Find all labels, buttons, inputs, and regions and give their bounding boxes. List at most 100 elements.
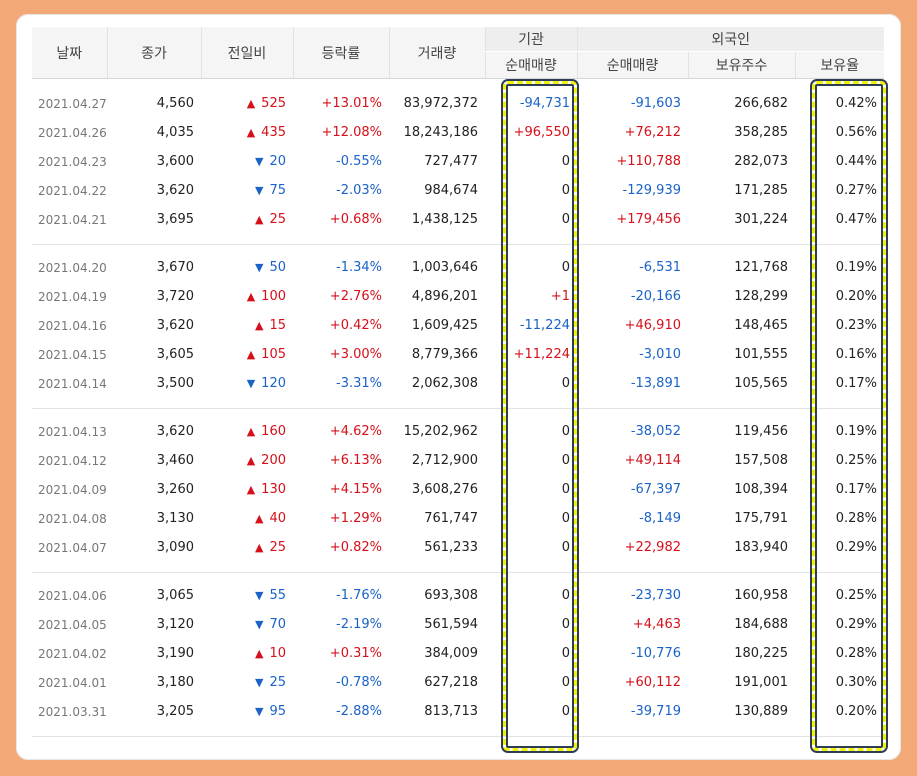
header-volume[interactable]: 거래량 bbox=[388, 27, 485, 79]
institution-net-cell: 0 bbox=[561, 453, 570, 468]
close-cell: 4,035 bbox=[156, 125, 194, 140]
rate-cell: -2.88% bbox=[336, 704, 382, 719]
foreign-net-cell: -39,719 bbox=[630, 704, 681, 719]
rate-cell: -0.78% bbox=[336, 675, 382, 690]
institution-net-cell: +11,224 bbox=[513, 347, 570, 362]
table-row: 2021.04.16 3,620 ▲ 15 +0.42% 1,609,425 -11,224… bbox=[32, 311, 884, 340]
row-spacer bbox=[32, 726, 884, 737]
close-cell: 3,695 bbox=[156, 212, 194, 227]
close-cell: 3,190 bbox=[156, 646, 194, 661]
change-value: 130 bbox=[261, 482, 286, 497]
close-cell: 3,260 bbox=[156, 482, 194, 497]
rate-cell: +2.76% bbox=[329, 289, 382, 304]
foreign-holdings-cell: 157,508 bbox=[734, 453, 788, 468]
foreign-holdings-cell: 282,073 bbox=[734, 154, 788, 169]
change-value: 435 bbox=[261, 125, 286, 140]
change-cell: ▲ 105 bbox=[201, 340, 293, 369]
spacer-cell bbox=[32, 409, 884, 418]
volume-cell: 15,202,962 bbox=[403, 424, 478, 439]
foreign-ratio-cell: 0.27% bbox=[835, 183, 877, 198]
header-date[interactable]: 날짜 bbox=[32, 27, 107, 79]
foreign-holdings-cell: 183,940 bbox=[734, 540, 788, 555]
foreign-ratio-cell: 0.19% bbox=[835, 260, 877, 275]
close-cell: 4,560 bbox=[156, 96, 194, 111]
foreign-net-cell: -38,052 bbox=[630, 424, 681, 439]
header-change[interactable]: 전일비 bbox=[200, 27, 293, 79]
change-value: 120 bbox=[261, 376, 286, 391]
row-spacer bbox=[32, 245, 884, 254]
volume-cell: 1,003,646 bbox=[411, 260, 478, 275]
volume-cell: 4,896,201 bbox=[411, 289, 478, 304]
table-row: 2021.04.05 3,120 ▼ 70 -2.19% 561,594 0 +4,463 18… bbox=[32, 610, 884, 639]
down-arrow-icon: ▼ bbox=[254, 261, 264, 274]
institution-net-cell: 0 bbox=[561, 376, 570, 391]
down-arrow-icon: ▼ bbox=[254, 155, 264, 168]
change-value: 100 bbox=[261, 289, 286, 304]
rate-cell: -0.55% bbox=[336, 154, 382, 169]
change-cell: ▲ 25 bbox=[201, 205, 293, 234]
table-row: 2021.04.09 3,260 ▲ 130 +4.15% 3,608,276 0 -67,3… bbox=[32, 475, 884, 504]
institution-net-cell: -11,224 bbox=[519, 318, 570, 333]
volume-cell: 1,438,125 bbox=[411, 212, 478, 227]
institution-net-cell: 0 bbox=[561, 260, 570, 275]
change-cell: ▲ 525 bbox=[201, 89, 293, 118]
rate-cell: +0.68% bbox=[329, 212, 382, 227]
date-cell: 2021.04.05 bbox=[38, 617, 107, 632]
table-row: 2021.04.22 3,620 ▼ 75 -2.03% 984,674 0 -129,939… bbox=[32, 176, 884, 205]
date-cell: 2021.04.14 bbox=[38, 376, 107, 391]
change-cell: ▲ 160 bbox=[201, 417, 293, 446]
change-value: 55 bbox=[269, 588, 286, 603]
foreign-net-cell: -13,891 bbox=[630, 376, 681, 391]
change-cell: ▼ 70 bbox=[201, 610, 293, 639]
foreign-ratio-cell: 0.20% bbox=[835, 289, 877, 304]
foreign-net-cell: +76,212 bbox=[624, 125, 681, 140]
date-cell: 2021.04.22 bbox=[38, 183, 107, 198]
change-value: 15 bbox=[269, 318, 286, 333]
volume-cell: 693,308 bbox=[424, 588, 478, 603]
rate-cell: +1.29% bbox=[329, 511, 382, 526]
row-spacer bbox=[32, 562, 884, 573]
table-row: 2021.04.21 3,695 ▲ 25 +0.68% 1,438,125 0 +179,4… bbox=[32, 205, 884, 234]
foreign-ratio-cell: 0.16% bbox=[835, 347, 877, 362]
change-cell: ▲ 435 bbox=[201, 118, 293, 147]
spacer-cell bbox=[32, 245, 884, 254]
up-arrow-icon: ▲ bbox=[254, 647, 264, 660]
header-foreign-ratio[interactable]: 보유율 bbox=[794, 51, 884, 79]
foreign-ratio-cell: 0.29% bbox=[835, 540, 877, 555]
foreign-holdings-cell: 184,688 bbox=[734, 617, 788, 632]
close-cell: 3,205 bbox=[156, 704, 194, 719]
table-row: 2021.04.13 3,620 ▲ 160 +4.62% 15,202,962 0 -38,… bbox=[32, 417, 884, 446]
up-arrow-icon: ▲ bbox=[246, 483, 256, 496]
foreign-ratio-cell: 0.44% bbox=[835, 154, 877, 169]
rate-cell: +4.15% bbox=[329, 482, 382, 497]
date-cell: 2021.04.08 bbox=[38, 511, 107, 526]
foreign-ratio-cell: 0.23% bbox=[835, 318, 877, 333]
table-row: 2021.04.20 3,670 ▼ 50 -1.34% 1,003,646 0 -6,531… bbox=[32, 253, 884, 282]
up-arrow-icon: ▲ bbox=[246, 126, 256, 139]
change-value: 50 bbox=[269, 260, 286, 275]
foreign-holdings-cell: 148,465 bbox=[734, 318, 788, 333]
change-value: 20 bbox=[269, 154, 286, 169]
table-row: 2021.04.12 3,460 ▲ 200 +6.13% 2,712,900 0 +49,1… bbox=[32, 446, 884, 475]
foreign-holdings-cell: 119,456 bbox=[734, 424, 788, 439]
foreign-holdings-cell: 128,299 bbox=[734, 289, 788, 304]
header-rate[interactable]: 등락률 bbox=[292, 27, 389, 79]
spacer-cell bbox=[32, 398, 884, 409]
foreign-ratio-cell: 0.42% bbox=[835, 96, 877, 111]
close-cell: 3,600 bbox=[156, 154, 194, 169]
date-cell: 2021.04.09 bbox=[38, 482, 107, 497]
change-value: 70 bbox=[269, 617, 286, 632]
header-close[interactable]: 종가 bbox=[106, 27, 201, 79]
rate-cell: -1.34% bbox=[336, 260, 382, 275]
volume-cell: 561,594 bbox=[424, 617, 478, 632]
change-cell: ▼ 120 bbox=[201, 369, 293, 398]
date-cell: 2021.04.12 bbox=[38, 453, 107, 468]
institution-net-cell: 0 bbox=[561, 704, 570, 719]
change-cell: ▼ 20 bbox=[201, 147, 293, 176]
header-foreign-net[interactable]: 순매매량 bbox=[576, 51, 688, 79]
header-institution-net[interactable]: 순매매량 bbox=[484, 51, 577, 79]
header-foreign-holdings[interactable]: 보유주수 bbox=[687, 51, 795, 79]
down-arrow-icon: ▼ bbox=[254, 184, 264, 197]
close-cell: 3,620 bbox=[156, 318, 194, 333]
table-row: 2021.03.31 3,205 ▼ 95 -2.88% 813,713 0 -39,719 1… bbox=[32, 697, 884, 726]
